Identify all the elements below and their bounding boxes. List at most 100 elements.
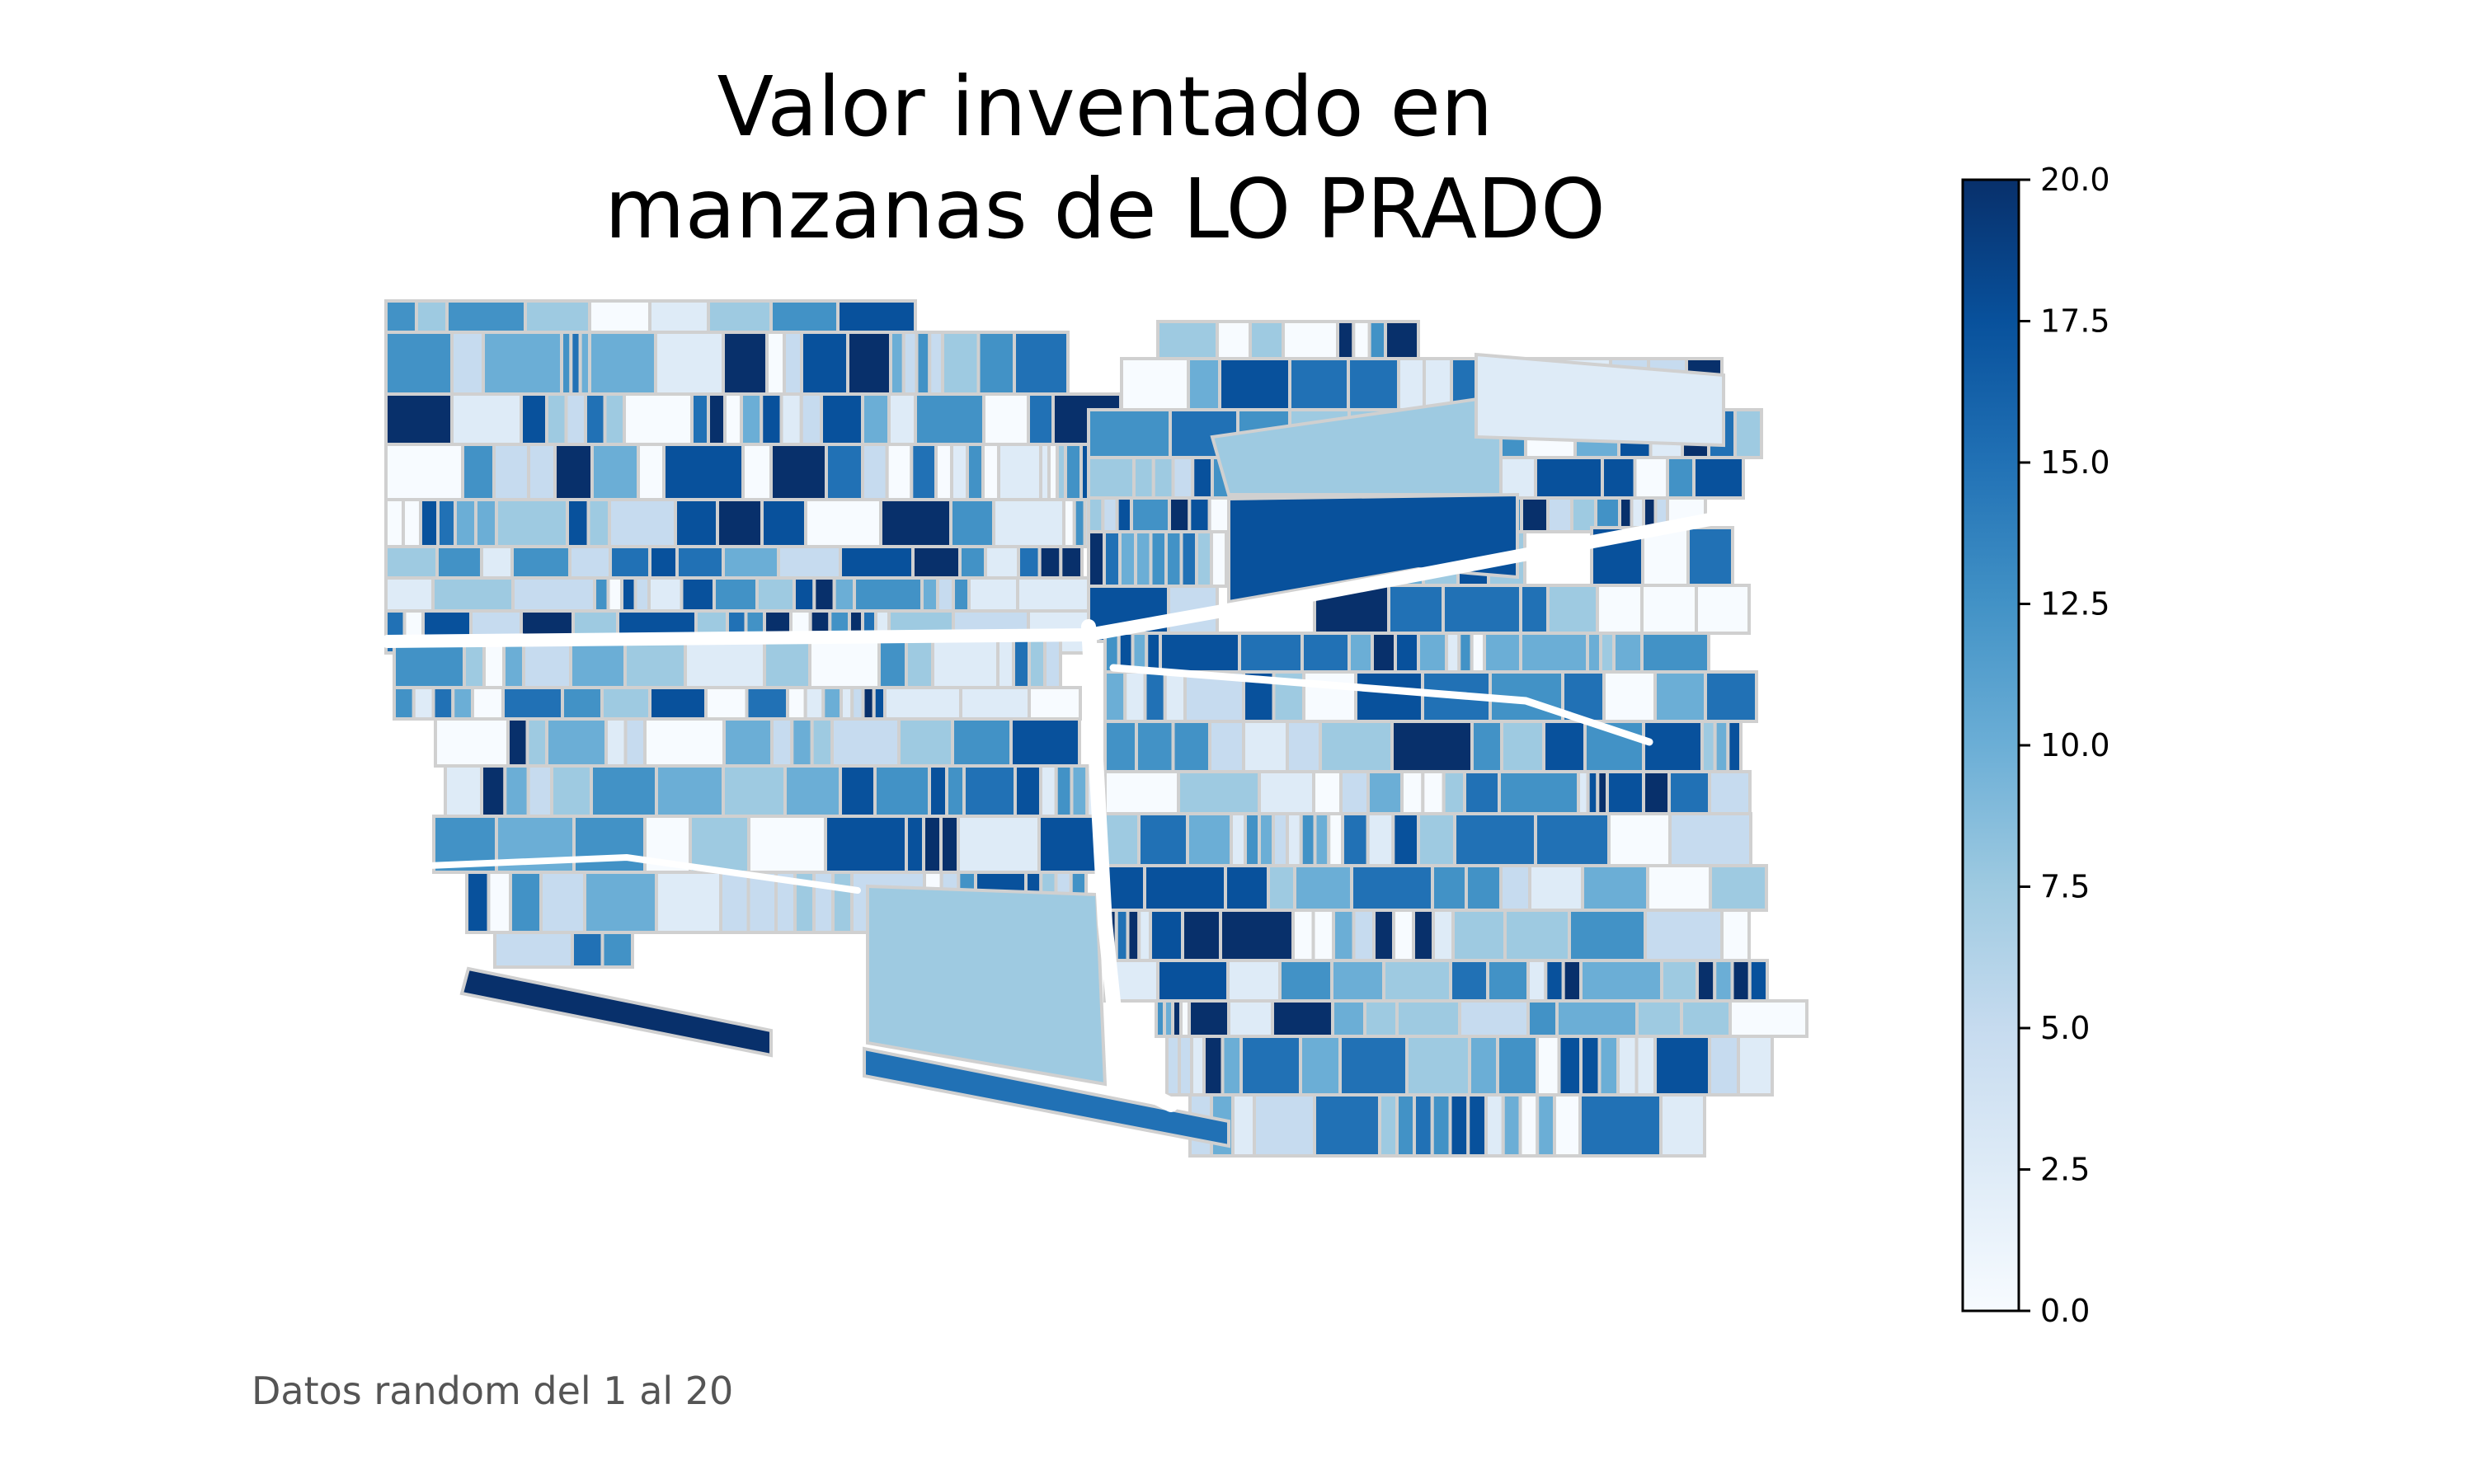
city-block bbox=[707, 392, 727, 446]
city-block bbox=[550, 764, 593, 818]
colorbar-tick-label: 17.5 bbox=[2040, 303, 2110, 340]
city-block bbox=[648, 299, 710, 334]
city-block bbox=[1395, 999, 1461, 1038]
city-block bbox=[1202, 1035, 1225, 1097]
city-block bbox=[1448, 1093, 1470, 1158]
city-block bbox=[1451, 909, 1507, 962]
city-block bbox=[1137, 812, 1189, 867]
city-block bbox=[1134, 530, 1153, 588]
city-block bbox=[1498, 770, 1580, 815]
city-block bbox=[1014, 764, 1042, 818]
city-block bbox=[600, 686, 651, 721]
city-block bbox=[1397, 357, 1426, 411]
city-block bbox=[1009, 717, 1081, 768]
city-block bbox=[1431, 864, 1468, 912]
city-block bbox=[1642, 720, 1704, 773]
city-block bbox=[1064, 443, 1083, 501]
city-block bbox=[412, 686, 435, 721]
city-block bbox=[1123, 670, 1147, 723]
city-block bbox=[1430, 1093, 1452, 1158]
city-block bbox=[1660, 959, 1699, 1003]
city-block bbox=[1737, 1035, 1774, 1097]
city-blocks bbox=[384, 299, 1808, 1158]
city-block bbox=[510, 545, 571, 580]
city-block bbox=[1207, 496, 1231, 533]
city-block bbox=[755, 576, 796, 613]
city-block bbox=[1586, 632, 1602, 674]
city-block bbox=[1103, 812, 1141, 867]
city-block bbox=[1300, 632, 1351, 674]
city-block bbox=[1219, 909, 1295, 962]
city-block bbox=[1087, 408, 1172, 459]
city-block bbox=[1352, 909, 1376, 962]
city-block bbox=[1596, 584, 1644, 635]
city-block bbox=[1696, 959, 1717, 1003]
city-block bbox=[1668, 812, 1752, 867]
city-block bbox=[825, 443, 864, 501]
city-block bbox=[1027, 392, 1055, 446]
city-block bbox=[648, 545, 679, 580]
city-block bbox=[539, 871, 586, 934]
city-block bbox=[958, 545, 987, 580]
colorbar: 0.0 2.5 5.0 7.5 10.0 12.5 15.0 17.5 20.0 bbox=[1961, 162, 2110, 1329]
city-block bbox=[861, 443, 889, 501]
city-block bbox=[588, 331, 657, 396]
city-block bbox=[996, 637, 1015, 689]
city-block bbox=[911, 545, 962, 580]
city-block bbox=[643, 717, 726, 768]
city-block bbox=[982, 392, 1030, 446]
city-block bbox=[1103, 720, 1138, 773]
city-block bbox=[905, 815, 925, 874]
city-block bbox=[1597, 1035, 1620, 1097]
city-block bbox=[566, 498, 590, 548]
city-block bbox=[588, 299, 651, 334]
city-block bbox=[590, 764, 658, 818]
city-block bbox=[1178, 1035, 1193, 1097]
city-block bbox=[1555, 999, 1639, 1038]
city-block bbox=[1367, 320, 1387, 360]
colorbar-tick-label: 20.0 bbox=[2040, 162, 2110, 198]
city-block bbox=[1165, 1035, 1181, 1097]
city-block bbox=[1463, 770, 1501, 815]
city-block bbox=[1363, 999, 1399, 1038]
city-block bbox=[1039, 764, 1058, 818]
city-block bbox=[384, 545, 439, 580]
city-block bbox=[803, 686, 825, 721]
city-block bbox=[1171, 456, 1195, 500]
city-block bbox=[524, 299, 591, 334]
city-block bbox=[928, 331, 944, 396]
city-block bbox=[633, 576, 651, 613]
city-block bbox=[873, 764, 931, 818]
city-block bbox=[928, 764, 948, 818]
city-block bbox=[790, 717, 814, 768]
city-block bbox=[777, 545, 842, 580]
city-block bbox=[941, 331, 981, 396]
city-block bbox=[1218, 357, 1291, 411]
city-block bbox=[606, 576, 623, 613]
city-block bbox=[1282, 320, 1339, 360]
city-block bbox=[831, 871, 854, 934]
city-block bbox=[934, 443, 953, 501]
city-block bbox=[435, 545, 483, 580]
city-block bbox=[1378, 1093, 1399, 1158]
city-block bbox=[1713, 720, 1730, 773]
city-block bbox=[525, 717, 548, 768]
colorbar-tick-label: 0.0 bbox=[2040, 1293, 2090, 1329]
city-block bbox=[1087, 530, 1106, 588]
city-block bbox=[765, 331, 786, 396]
city-block bbox=[480, 764, 507, 818]
city-block bbox=[689, 815, 750, 874]
city-block bbox=[1054, 764, 1074, 818]
city-block bbox=[786, 686, 807, 721]
city-block bbox=[1666, 456, 1696, 500]
city-block bbox=[680, 576, 716, 613]
city-block bbox=[1151, 456, 1175, 500]
city-block bbox=[1224, 864, 1270, 912]
city-block bbox=[1544, 959, 1565, 1003]
city-block bbox=[1733, 408, 1763, 459]
city-block bbox=[1519, 584, 1550, 635]
city-block bbox=[1186, 812, 1233, 867]
city-block bbox=[713, 576, 759, 613]
city-block bbox=[1536, 1093, 1556, 1158]
city-block bbox=[1330, 959, 1385, 1003]
